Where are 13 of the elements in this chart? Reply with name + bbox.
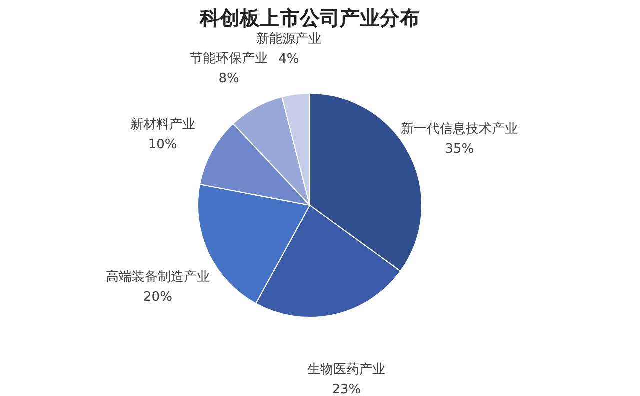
slice-label: 新一代信息技术产业 xyxy=(401,122,518,138)
data-label: 8% xyxy=(218,71,240,86)
chart-title: 科创板上市公司产业分布 xyxy=(199,6,420,30)
slice-label: 高端装备制造产业 xyxy=(106,269,210,286)
data-label: 23% xyxy=(332,382,362,396)
data-label: 35% xyxy=(445,142,474,158)
data-label: 20% xyxy=(144,290,172,306)
slice-label: 生物医药产业 xyxy=(308,362,386,378)
slice-label: 新能源产业 xyxy=(256,32,322,47)
data-label: 10% xyxy=(148,138,178,153)
slice-label: 新材料产业 xyxy=(130,118,196,133)
data-label: 4% xyxy=(278,52,300,67)
slice-label: 节能环保产业 xyxy=(190,51,268,66)
